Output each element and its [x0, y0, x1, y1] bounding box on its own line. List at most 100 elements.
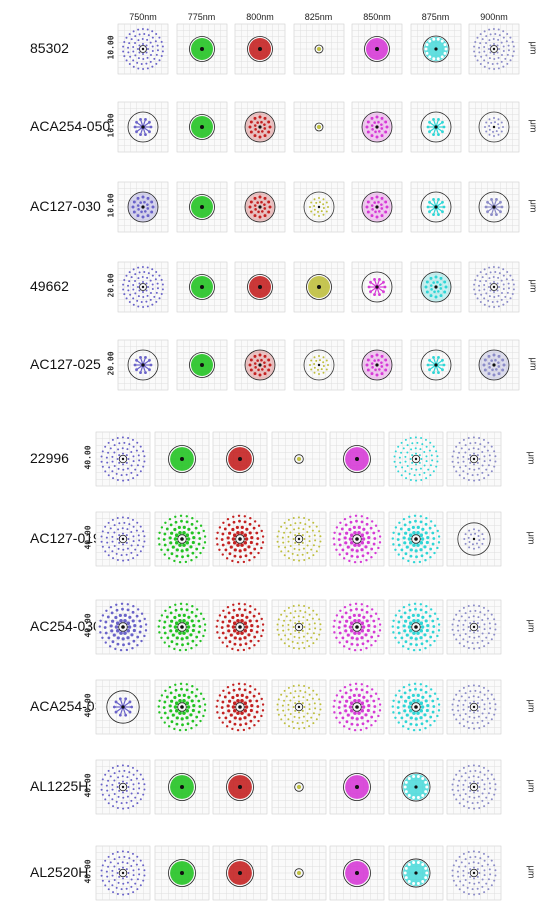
spot-diagram-cell: [212, 759, 268, 815]
spot-diagram-cell: [410, 181, 461, 233]
spot-diagram-cell: [212, 845, 268, 901]
spot-diagram-cell: [351, 23, 403, 75]
spot-diagram-cell: [154, 599, 209, 655]
spot-diagram-cell: [446, 431, 502, 487]
spot-diagram-cell: [271, 431, 326, 487]
spot-diagram-cell: [388, 599, 443, 655]
scale-label: 40.00: [83, 525, 93, 550]
spot-diagram-cell: [468, 339, 520, 391]
spot-diagram-cell: [446, 511, 502, 567]
spot-diagram-cell: [95, 679, 151, 735]
scale-label: 10.00: [106, 35, 116, 60]
row-label: ACA254-030: [30, 698, 111, 714]
unit-label: μm: [528, 279, 539, 293]
spot-diagram-cell: [95, 511, 151, 567]
spot-diagram-cell: [154, 511, 209, 567]
unit-label: μm: [526, 531, 537, 545]
unit-label: μm: [526, 865, 537, 879]
spot-diagram-cell: [351, 181, 403, 233]
spot-diagram-cell: [234, 261, 286, 313]
spot-diagram-cell: [329, 845, 385, 901]
spot-diagram-cell: [468, 181, 520, 233]
spot-diagram-cell: [271, 599, 326, 655]
row-label: 22996: [30, 450, 69, 466]
spot-diagram-cell: [117, 181, 169, 233]
spot-diagram-cell: [388, 759, 443, 815]
spot-diagram-cell: [212, 431, 268, 487]
spot-diagram-cell: [176, 181, 227, 233]
spot-diagram-cell: [388, 679, 443, 735]
spot-diagram-cell: [388, 845, 443, 901]
spot-diagram-cell: [410, 23, 461, 75]
spot-diagram-cell: [212, 599, 268, 655]
row-label: AL2520H: [30, 864, 89, 880]
spot-diagram-cell: [154, 679, 209, 735]
wavelength-header-0: 750nm: [129, 12, 157, 22]
unit-label: μm: [526, 779, 537, 793]
spot-diagram-cell: [410, 339, 461, 391]
unit-label: μm: [526, 619, 537, 633]
row-label: AC127-019: [30, 530, 101, 546]
spot-diagram-cell: [212, 679, 268, 735]
spot-diagram-cell: [468, 101, 520, 153]
scale-label: 10.00: [106, 193, 116, 218]
spot-diagram-cell: [293, 101, 344, 153]
spot-diagram-cell: [117, 339, 169, 391]
spot-diagram-cell: [95, 599, 151, 655]
spot-diagram-cell: [234, 101, 286, 153]
wavelength-header-2: 800nm: [246, 12, 274, 22]
spot-diagram-cell: [95, 845, 151, 901]
spot-diagram-cell: [271, 845, 326, 901]
spot-diagram-cell: [351, 261, 403, 313]
spot-diagram-cell: [446, 599, 502, 655]
row-label: 49662: [30, 278, 69, 294]
scale-label: 20.00: [106, 273, 116, 298]
spot-diagram-cell: [271, 679, 326, 735]
spot-diagram-cell: [410, 101, 461, 153]
scale-label: 40.00: [83, 613, 93, 638]
scale-label: 10.00: [106, 113, 116, 138]
row-label: AC254-030: [30, 618, 101, 634]
scale-label: 40.00: [83, 859, 93, 884]
spot-diagram-cell: [176, 339, 227, 391]
spot-diagram-cell: [271, 759, 326, 815]
unit-label: μm: [528, 199, 539, 213]
scale-label: 40.00: [83, 773, 93, 798]
spot-diagram-cell: [329, 679, 385, 735]
spot-diagram-cell: [329, 759, 385, 815]
row-label: 85302: [30, 40, 69, 56]
spot-diagram-cell: [388, 511, 443, 567]
wavelength-header-5: 875nm: [421, 12, 450, 22]
spot-diagram-cell: [117, 261, 169, 313]
spot-diagram-cell: [388, 431, 443, 487]
scale-label: 20.00: [106, 351, 116, 376]
spot-diagram-cell: [176, 23, 227, 75]
spot-diagram-cell: [176, 261, 227, 313]
spot-diagram-cell: [234, 23, 286, 75]
wavelength-header-4: 850nm: [363, 12, 391, 22]
spot-diagram-cell: [468, 261, 520, 313]
wavelength-header-1: 775nm: [187, 12, 216, 22]
spot-diagram-cell: [117, 101, 169, 153]
unit-label: μm: [526, 699, 537, 713]
scale-label: 40.00: [83, 693, 93, 718]
spot-diagram-cell: [293, 261, 344, 313]
spot-diagram-cell: [351, 339, 403, 391]
spot-diagram-cell: [329, 599, 385, 655]
spot-diagram-cell: [293, 339, 344, 391]
row-label: AL1225H: [30, 778, 89, 794]
spot-diagram-cell: [234, 339, 286, 391]
spot-diagram-cell: [410, 261, 461, 313]
spot-diagram-cell: [95, 431, 151, 487]
spot-diagram-cell: [468, 23, 520, 75]
row-label: ACA254-050: [30, 118, 111, 134]
unit-label: μm: [528, 357, 539, 371]
unit-label: μm: [528, 119, 539, 133]
spot-diagram-cell: [234, 181, 286, 233]
row-label: AC127-030: [30, 198, 101, 214]
spot-diagram-cell: [176, 101, 227, 153]
spot-diagram-cell: [212, 511, 268, 567]
wavelength-header-3: 825nm: [304, 12, 333, 22]
spot-diagram-cell: [117, 23, 169, 75]
